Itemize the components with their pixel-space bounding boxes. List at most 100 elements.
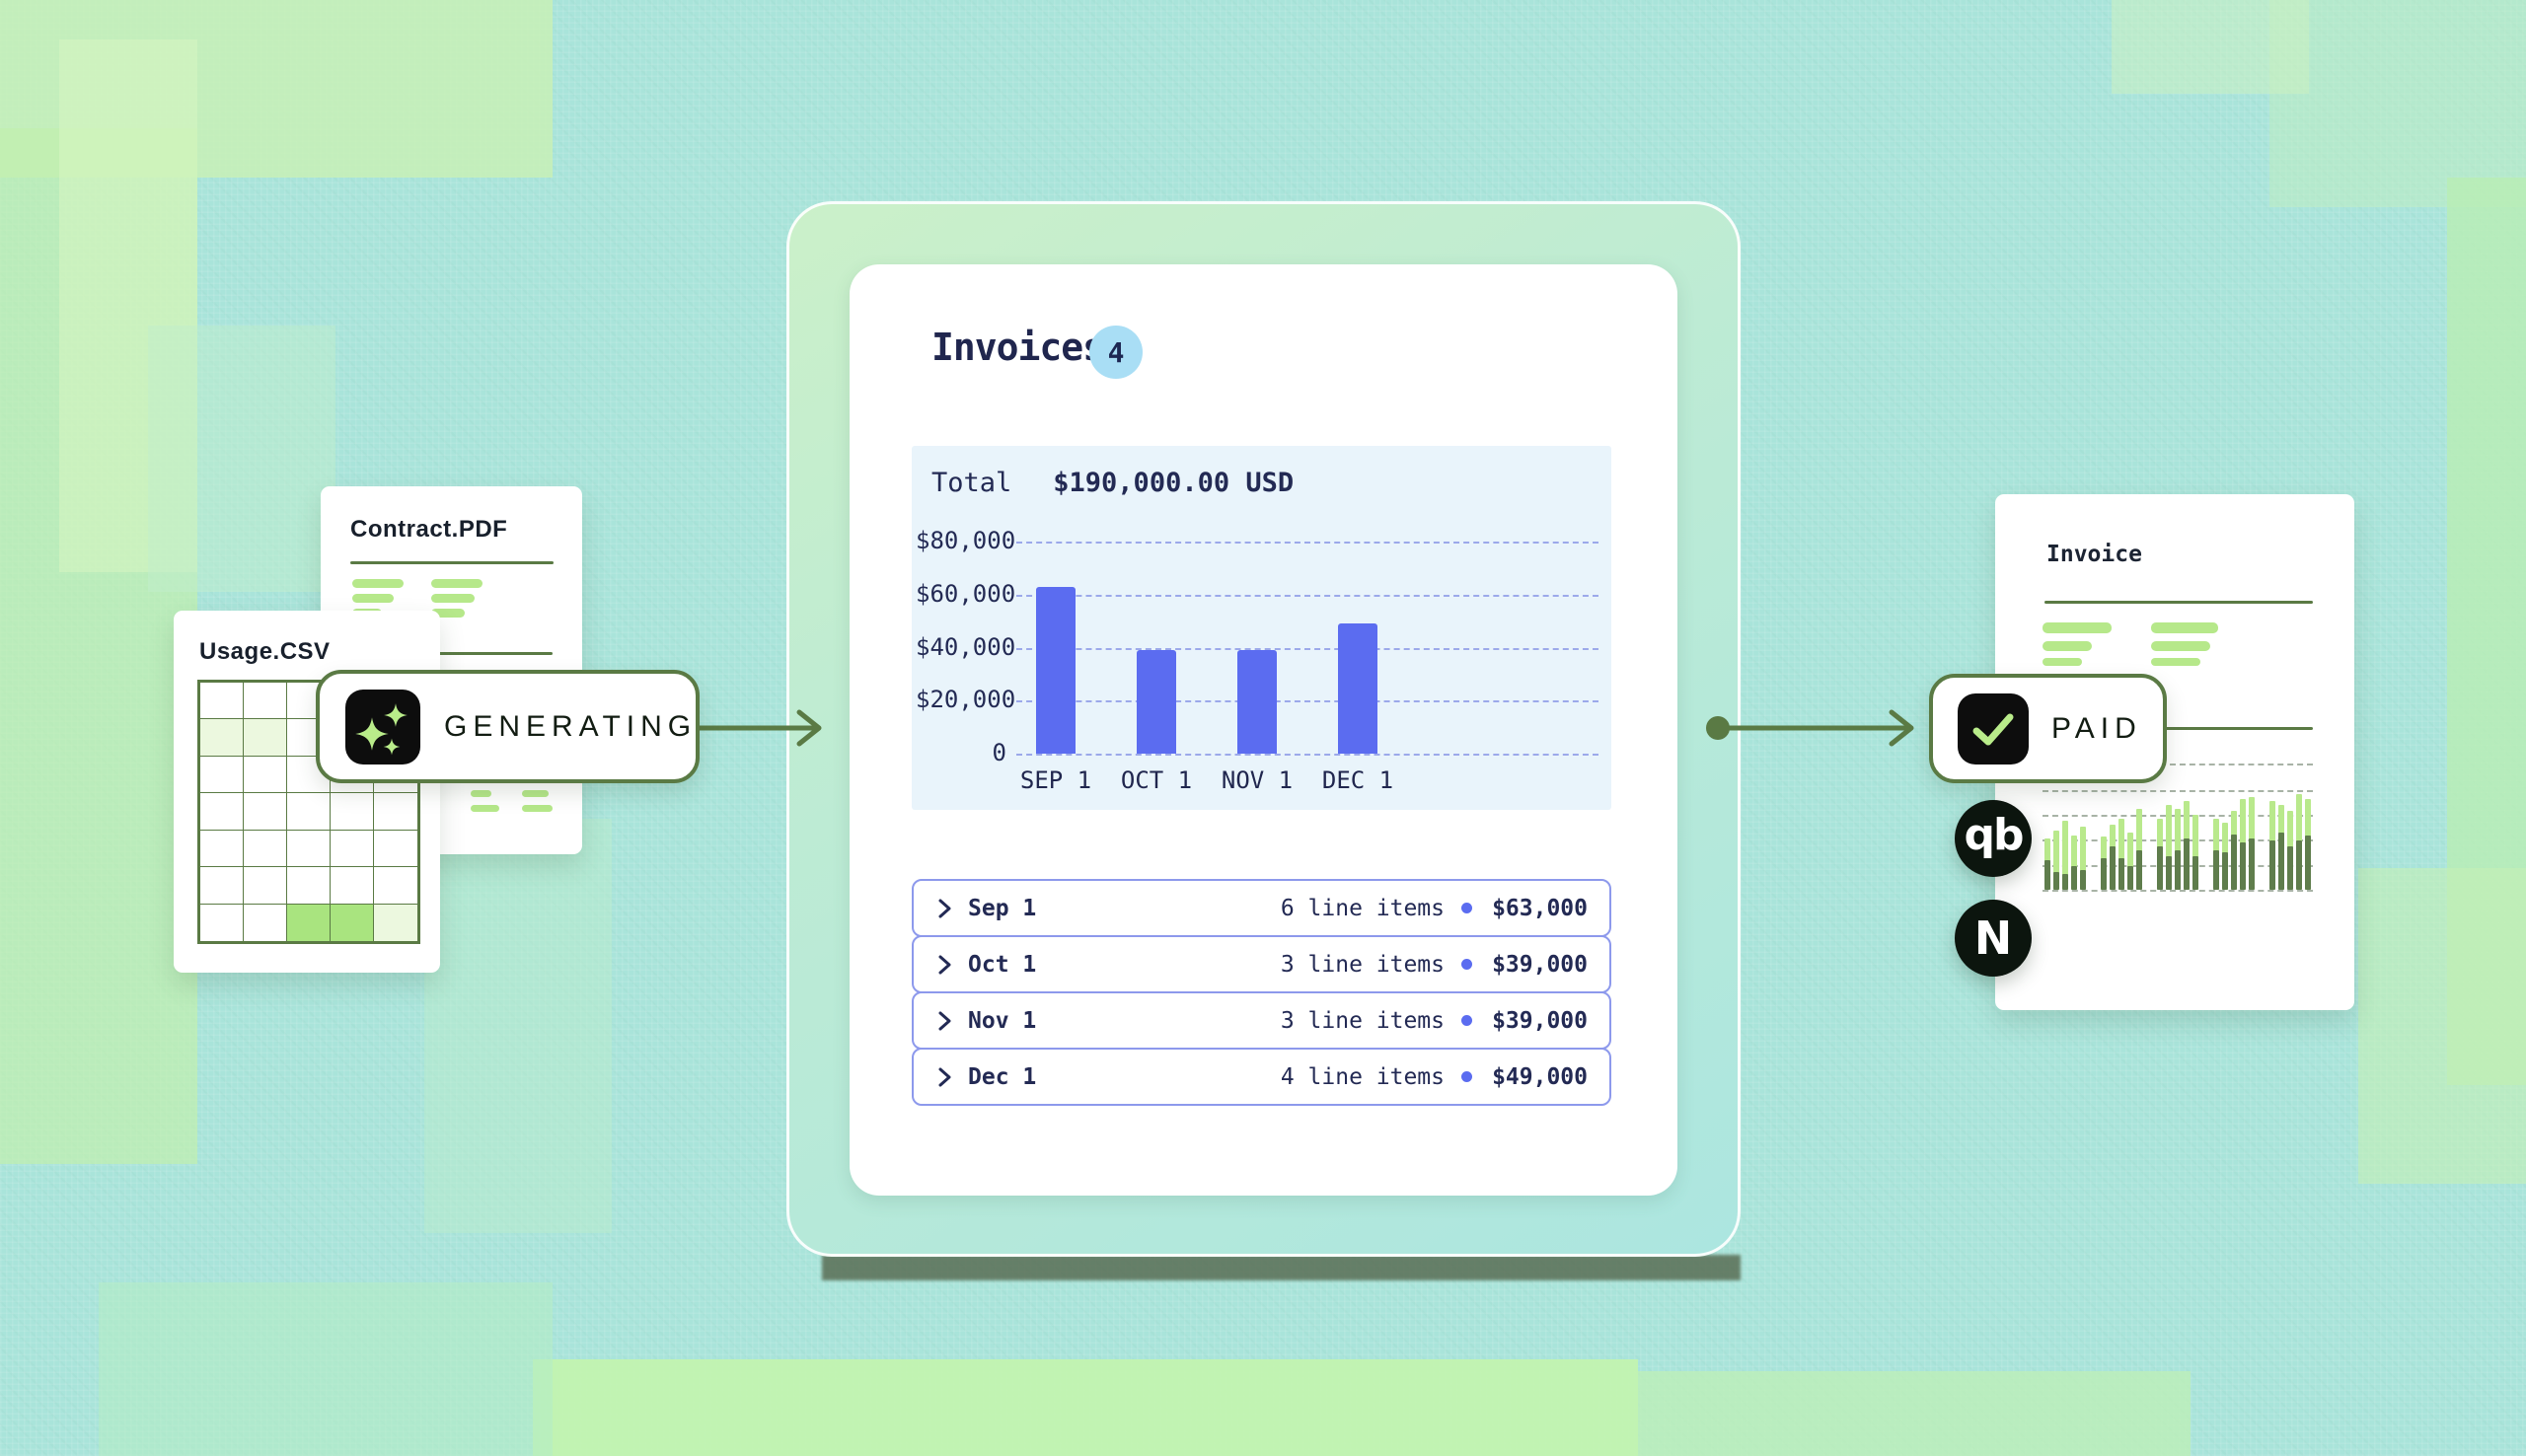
bg-patch xyxy=(148,326,335,592)
sparkline-bar xyxy=(2296,794,2302,890)
csv-grid-cell xyxy=(244,904,287,941)
quickbooks-logo: qb xyxy=(1955,800,2032,877)
invoice-row-items: 3 line items xyxy=(1280,1007,1445,1034)
x-axis-tick: SEP 1 xyxy=(1019,766,1092,794)
invoice-row-items: 3 line items xyxy=(1280,951,1445,978)
x-axis-tick: NOV 1 xyxy=(1221,766,1294,794)
dashed-gridline xyxy=(1016,647,1598,650)
csv-grid-cell xyxy=(374,830,417,868)
invoice-row[interactable]: Nov 1 3 line items $39,000 xyxy=(912,991,1611,1050)
text-skeleton-bar xyxy=(522,790,549,797)
sparkline-bar xyxy=(2101,837,2107,890)
csv-grid-cell xyxy=(374,867,417,905)
sparkline-bar xyxy=(2157,819,2163,890)
bullet-dot-icon xyxy=(1461,1071,1472,1082)
sparkline-bar xyxy=(2231,811,2237,890)
invoice-row-label: Sep 1 xyxy=(968,895,1037,921)
csv-grid-cell xyxy=(331,867,374,905)
invoice-row[interactable]: Oct 1 3 line items $39,000 xyxy=(912,935,1611,993)
usage-csv-card: Usage.CSV xyxy=(174,611,440,973)
sparkline-bar xyxy=(2269,801,2275,890)
text-skeleton-bar xyxy=(2043,622,2112,633)
invoice-row-label: Dec 1 xyxy=(968,1063,1037,1090)
invoice-row-amount: $39,000 xyxy=(1492,951,1588,978)
invoice-row[interactable]: Dec 1 4 line items $49,000 xyxy=(912,1048,1611,1106)
y-axis-tick: $20,000 xyxy=(916,686,1016,714)
paid-label: PAID xyxy=(2051,711,2142,745)
chevron-right-icon xyxy=(938,899,951,917)
csv-grid-cell xyxy=(200,830,244,868)
dashed-gridline xyxy=(1016,542,1598,544)
csv-grid-cell xyxy=(200,756,244,794)
divider-line xyxy=(2043,727,2313,730)
invoice-row-amount: $63,000 xyxy=(1492,895,1588,921)
csv-grid-cell xyxy=(244,793,287,831)
csv-grid-cell xyxy=(287,867,331,905)
tablet-frame: Invoices 4 Total $190,000.00 USD $80,000… xyxy=(786,201,1741,1257)
csv-grid-cell xyxy=(200,904,244,941)
check-icon xyxy=(1958,692,2029,764)
sparkline-bar xyxy=(2127,833,2133,890)
text-skeleton-bar xyxy=(431,579,483,588)
csv-grid-cell xyxy=(244,756,287,794)
invoices-dashboard-card: Invoices 4 Total $190,000.00 USD $80,000… xyxy=(850,264,1677,1196)
csv-grid-cell xyxy=(374,904,417,941)
sparkline-bar xyxy=(2278,805,2284,890)
sparkline-bar xyxy=(2305,799,2311,890)
usage-card-title: Usage.CSV xyxy=(199,638,331,665)
dashed-gridline xyxy=(1016,754,1598,756)
page-title: Invoices xyxy=(931,326,1105,369)
total-value: $190,000.00 USD xyxy=(1053,468,1295,498)
dashed-gridline xyxy=(2043,790,2313,792)
netsuite-logo: N xyxy=(1955,900,2032,977)
netsuite-glyph: N xyxy=(1973,911,2013,965)
contract-card-title: Contract.PDF xyxy=(350,516,508,543)
csv-grid-cell xyxy=(244,719,287,757)
csv-grid-cell xyxy=(287,904,331,941)
sparkline-bar xyxy=(2166,805,2172,890)
csv-grid-cell xyxy=(200,719,244,757)
text-skeleton-bar xyxy=(2151,622,2218,633)
text-skeleton-bar xyxy=(352,594,394,603)
sparkline-bar xyxy=(2222,823,2228,890)
text-skeleton-bar xyxy=(2043,658,2082,666)
chevron-right-icon xyxy=(938,1067,951,1086)
invoice-row-label: Nov 1 xyxy=(968,1007,1037,1034)
sparkline-bar xyxy=(2044,838,2050,890)
bg-patch xyxy=(99,1282,553,1456)
chevron-right-icon xyxy=(938,1011,951,1030)
csv-grid-cell xyxy=(331,793,374,831)
sparkline-bar xyxy=(2053,831,2059,890)
generating-label: GENERATING xyxy=(444,709,698,743)
invoice-row-items: 4 line items xyxy=(1280,1063,1445,1090)
bullet-dot-icon xyxy=(1461,1015,1472,1026)
bg-patch xyxy=(533,1359,1638,1456)
invoice-card-title: Invoice xyxy=(2046,542,2142,567)
text-skeleton-bar xyxy=(471,790,491,797)
sparkline-bar xyxy=(2213,819,2219,890)
generating-status-badge: GENERATING xyxy=(316,670,700,783)
text-skeleton-bar xyxy=(431,594,475,603)
sparkline-bar xyxy=(2080,827,2086,890)
bg-patch xyxy=(1638,1371,2191,1456)
chevron-right-icon xyxy=(938,955,951,974)
invoice-bar-chart: Total $190,000.00 USD $80,000 $60,000 $40,… xyxy=(912,446,1611,810)
chart-bar xyxy=(1036,587,1076,754)
text-skeleton-bar xyxy=(352,579,404,588)
invoice-count-badge: 4 xyxy=(1089,326,1143,379)
csv-grid-cell xyxy=(374,793,417,831)
sparkline-bar xyxy=(2071,836,2077,890)
csv-grid-cell xyxy=(200,867,244,905)
dashed-gridline xyxy=(1016,700,1598,703)
divider-line xyxy=(2044,601,2313,604)
invoice-row-items: 6 line items xyxy=(1280,895,1445,921)
invoice-row[interactable]: Sep 1 6 line items $63,000 xyxy=(912,879,1611,937)
x-axis-tick: DEC 1 xyxy=(1321,766,1394,794)
x-axis-tick: OCT 1 xyxy=(1120,766,1193,794)
flow-arrow-right-icon xyxy=(697,709,822,747)
invoice-list: Sep 1 6 line items $63,000 Oct 1 3 line item… xyxy=(912,879,1611,1106)
sparkline-bar xyxy=(2184,801,2190,890)
csv-grid-cell xyxy=(244,683,287,720)
chart-bar xyxy=(1338,623,1377,754)
